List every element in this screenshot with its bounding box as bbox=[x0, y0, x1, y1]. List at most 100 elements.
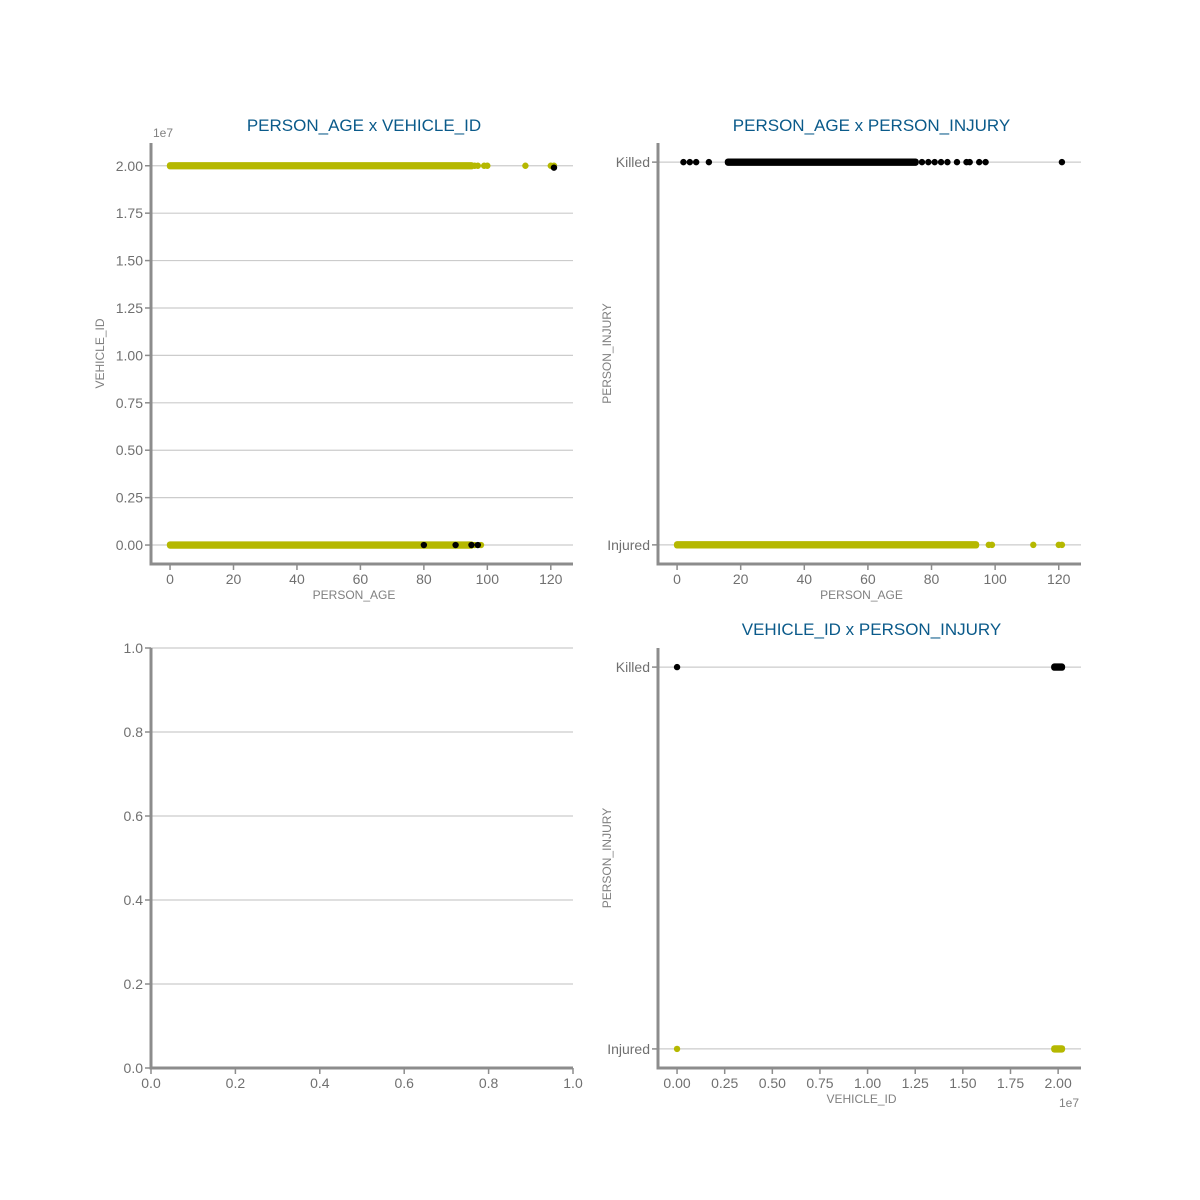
series-killed bbox=[673, 663, 1066, 671]
series-injured bbox=[673, 1045, 1066, 1053]
data-point-killed-4 bbox=[918, 158, 926, 166]
x-offset-label: 1e7 bbox=[1059, 1096, 1079, 1110]
y-tick-label-1: Killed bbox=[616, 154, 650, 170]
data-point-injured-1 bbox=[988, 541, 996, 549]
series-killed bbox=[680, 158, 1066, 166]
chart-title: VEHICLE_ID x PERSON_INJURY bbox=[742, 620, 1001, 639]
x-tick-label-6: 1.50 bbox=[949, 1075, 976, 1091]
chart-panel-empty-axes: 0.0 0.2 0.4 0.6 0.8 1.0 0.0 0.2 0.4 0.6 0.8 1.0 bbox=[124, 640, 583, 1091]
y-tick-label-7: 1.75 bbox=[116, 205, 143, 221]
series-injured bbox=[673, 541, 1066, 549]
x-tick-label-5: 1.0 bbox=[563, 1075, 583, 1091]
y-tick-label-6: 1.50 bbox=[116, 253, 143, 269]
x-tick-label-4: 0.8 bbox=[479, 1075, 499, 1091]
x-tick-label-5: 100 bbox=[983, 571, 1007, 587]
data-point-killed-13 bbox=[982, 158, 989, 166]
point-band-injured-0 bbox=[1051, 1045, 1066, 1053]
x-tick-label-5: 100 bbox=[476, 571, 500, 587]
y-tick-label-8: 2.00 bbox=[116, 158, 143, 174]
series-killed bbox=[420, 164, 558, 549]
chart-title: PERSON_AGE x VEHICLE_ID bbox=[247, 116, 481, 135]
x-tick-label-1: 20 bbox=[733, 571, 749, 587]
y-tick-label-2: 0.50 bbox=[116, 442, 143, 458]
data-point-killed-1 bbox=[686, 158, 694, 166]
y-axis-label: PERSON_INJURY bbox=[600, 303, 614, 403]
data-point-killed-1 bbox=[452, 541, 459, 549]
x-tick-label-8: 2.00 bbox=[1045, 1075, 1072, 1091]
x-tick-label-5: 1.25 bbox=[902, 1075, 929, 1091]
point-band-injured-0 bbox=[673, 541, 980, 549]
data-point-killed-2 bbox=[468, 541, 475, 549]
y-tick-label-0: Injured bbox=[607, 1041, 650, 1057]
x-tick-label-4: 80 bbox=[924, 571, 940, 587]
x-tick-label-2: 40 bbox=[797, 571, 813, 587]
data-point-injured-4 bbox=[522, 162, 529, 169]
point-band-injured-0 bbox=[166, 541, 475, 549]
x-tick-label-4: 80 bbox=[416, 571, 432, 587]
data-point-injured-2 bbox=[1030, 541, 1037, 549]
data-point-killed-7 bbox=[937, 158, 945, 166]
chart-panel-age-vs-injury: Injured Killed 0 20 40 60 80 100 120 PERSON_AGE x… bbox=[600, 116, 1081, 602]
data-point-killed-0 bbox=[673, 663, 681, 671]
data-point-injured-3 bbox=[484, 162, 491, 169]
data-point-killed-9 bbox=[953, 158, 961, 166]
series-injured bbox=[166, 162, 558, 549]
data-point-killed-6 bbox=[931, 158, 938, 166]
x-tick-label-2: 0.4 bbox=[310, 1075, 330, 1091]
y-axis-label: VEHICLE_ID bbox=[93, 318, 107, 388]
data-point-killed-5 bbox=[925, 158, 932, 166]
data-point-killed-0 bbox=[420, 541, 428, 549]
x-axis-label: PERSON_AGE bbox=[820, 588, 903, 602]
y-offset-label: 1e7 bbox=[153, 126, 173, 140]
data-point-killed-11 bbox=[966, 158, 973, 166]
x-tick-label-2: 0.50 bbox=[759, 1075, 786, 1091]
x-tick-label-3: 60 bbox=[353, 571, 369, 587]
x-tick-label-1: 0.2 bbox=[226, 1075, 246, 1091]
y-tick-label-0: 0.00 bbox=[116, 537, 143, 553]
data-point-killed-8 bbox=[944, 158, 951, 166]
x-tick-label-6: 120 bbox=[539, 571, 563, 587]
data-point-killed-2 bbox=[692, 158, 700, 166]
x-tick-label-3: 0.75 bbox=[806, 1075, 833, 1091]
data-point-killed-3 bbox=[474, 541, 482, 549]
y-tick-label-4: 1.00 bbox=[116, 347, 143, 363]
x-tick-label-1: 20 bbox=[226, 571, 242, 587]
chart-panel-age-vs-vehicle: 0.00 0.25 0.50 0.75 1.00 1.25 1.50 1.75 2.00 0 20 4… bbox=[93, 116, 573, 602]
data-point-injured-1 bbox=[474, 162, 482, 169]
y-tick-label-0: 0.0 bbox=[124, 1060, 144, 1076]
data-point-killed-4 bbox=[550, 164, 558, 171]
point-band-injured-1 bbox=[166, 162, 475, 170]
y-tick-label-5: 1.0 bbox=[124, 640, 144, 656]
chart-title: PERSON_AGE x PERSON_INJURY bbox=[733, 116, 1010, 135]
x-tick-label-7: 1.75 bbox=[997, 1075, 1024, 1091]
y-tick-label-2: 0.4 bbox=[124, 892, 144, 908]
y-tick-label-0: Injured bbox=[607, 537, 650, 553]
x-tick-label-3: 0.6 bbox=[394, 1075, 414, 1091]
chart-panel-vehicle-vs-injury: Injured Killed 0.00 0.25 0.50 0.75 1.00 1.25 1.5… bbox=[600, 620, 1081, 1110]
x-tick-label-1: 0.25 bbox=[711, 1075, 738, 1091]
data-point-killed-0 bbox=[680, 158, 687, 166]
x-tick-label-4: 1.00 bbox=[854, 1075, 881, 1091]
data-point-killed-3 bbox=[705, 158, 713, 166]
x-tick-label-0: 0 bbox=[166, 571, 174, 587]
y-tick-label-1: 0.25 bbox=[116, 490, 143, 506]
y-tick-label-3: 0.6 bbox=[124, 808, 144, 824]
y-tick-label-1: Killed bbox=[616, 659, 650, 675]
y-axis-label: PERSON_INJURY bbox=[600, 808, 614, 908]
data-point-injured-4 bbox=[1058, 541, 1066, 549]
x-tick-label-6: 120 bbox=[1047, 571, 1071, 587]
y-tick-label-1: 0.2 bbox=[124, 976, 144, 992]
x-tick-label-0: 0.00 bbox=[663, 1075, 690, 1091]
data-point-killed-14 bbox=[1058, 158, 1066, 166]
y-tick-label-3: 0.75 bbox=[116, 395, 143, 411]
x-tick-label-0: 0 bbox=[673, 571, 681, 587]
point-band-killed-0 bbox=[724, 158, 919, 166]
y-tick-label-4: 0.8 bbox=[124, 724, 144, 740]
x-tick-label-2: 40 bbox=[289, 571, 305, 587]
x-tick-label-0: 0.0 bbox=[141, 1075, 161, 1091]
y-tick-label-5: 1.25 bbox=[116, 300, 143, 316]
data-point-killed-12 bbox=[976, 158, 983, 166]
x-tick-label-3: 60 bbox=[860, 571, 876, 587]
x-axis-label: VEHICLE_ID bbox=[826, 1092, 896, 1106]
